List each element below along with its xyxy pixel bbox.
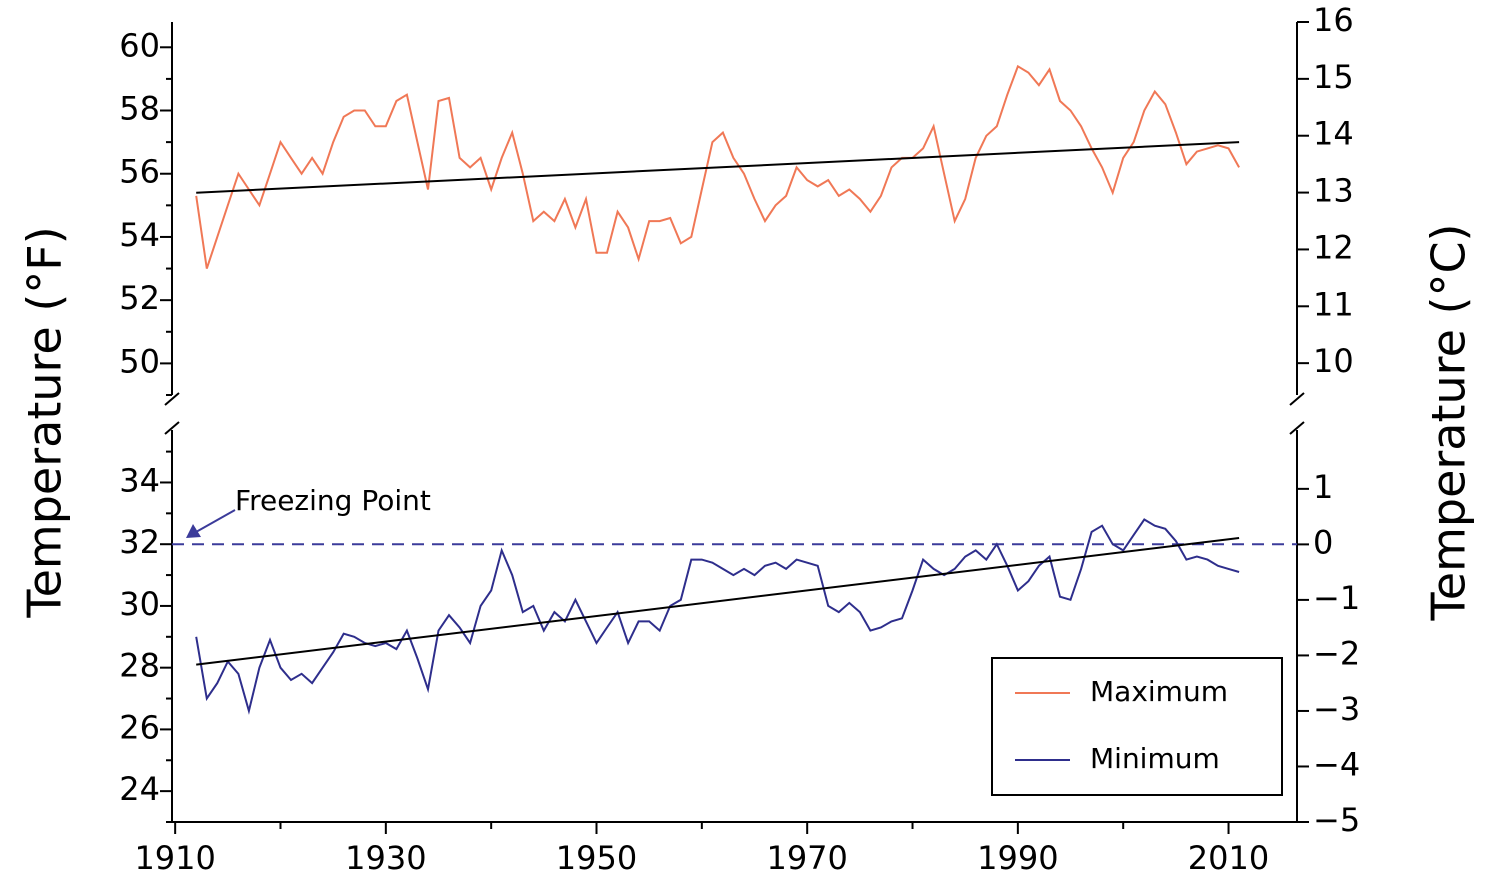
y-axis-label: Temperature (°F): [18, 226, 72, 618]
y2-axis-label: Temperature (°C): [1422, 223, 1476, 621]
annotation-arrowhead: [186, 524, 201, 538]
y-tick-label: 56: [119, 153, 160, 191]
legend-label: Maximum: [1090, 675, 1228, 708]
trend-line: [196, 537, 1240, 666]
x-tick-label: 2010: [1188, 839, 1269, 877]
x-tick-label: 1990: [977, 839, 1058, 877]
y-tick-label: 34: [119, 461, 160, 499]
y-tick-label: 52: [119, 279, 160, 317]
y2-tick-label: 11: [1313, 285, 1354, 323]
y2-tick-label: 12: [1313, 228, 1354, 266]
legend-label: Minimum: [1090, 742, 1220, 775]
x-tick-label: 1930: [345, 839, 426, 877]
data-line: [195, 518, 1240, 715]
break-mark: [164, 392, 180, 406]
y-tick-label: 60: [119, 26, 160, 64]
trend-line: [196, 141, 1240, 194]
y2-tick-label: 1: [1313, 468, 1333, 506]
x-tick-label: 1950: [556, 839, 637, 877]
y-tick-label: 30: [119, 585, 160, 623]
y-tick-label: 50: [119, 342, 160, 380]
legend-box: [991, 657, 1283, 796]
x-tick-label: 1910: [134, 839, 215, 877]
y2-tick-label: 13: [1313, 172, 1354, 210]
annotation: Freezing Point: [235, 484, 431, 517]
y-tick-label: 24: [119, 770, 160, 808]
y2-tick-label: −4: [1313, 745, 1360, 783]
y-tick-label: 26: [119, 708, 160, 746]
break-mark: [164, 421, 180, 435]
y-tick-label: 28: [119, 647, 160, 685]
y2-tick-label: 15: [1313, 58, 1354, 96]
y-tick-label: 32: [119, 523, 160, 561]
data-line: [195, 64, 1240, 269]
y2-tick-label: −3: [1313, 690, 1360, 728]
y2-tick-label: 14: [1313, 115, 1354, 153]
y-tick-label: 54: [119, 216, 160, 254]
y2-tick-label: 0: [1313, 523, 1333, 561]
x-tick-label: 1970: [766, 839, 847, 877]
y-tick-label: 58: [119, 90, 160, 128]
y2-tick-label: 16: [1313, 1, 1354, 39]
y2-tick-label: −2: [1313, 634, 1360, 672]
y2-tick-label: 10: [1313, 342, 1354, 380]
axis-break: [164, 392, 1305, 435]
y2-tick-label: −1: [1313, 579, 1360, 617]
break-mark: [1289, 392, 1305, 406]
break-mark: [1289, 421, 1305, 435]
annotation-arrow: [195, 509, 236, 533]
y2-tick-label: −5: [1313, 801, 1360, 839]
